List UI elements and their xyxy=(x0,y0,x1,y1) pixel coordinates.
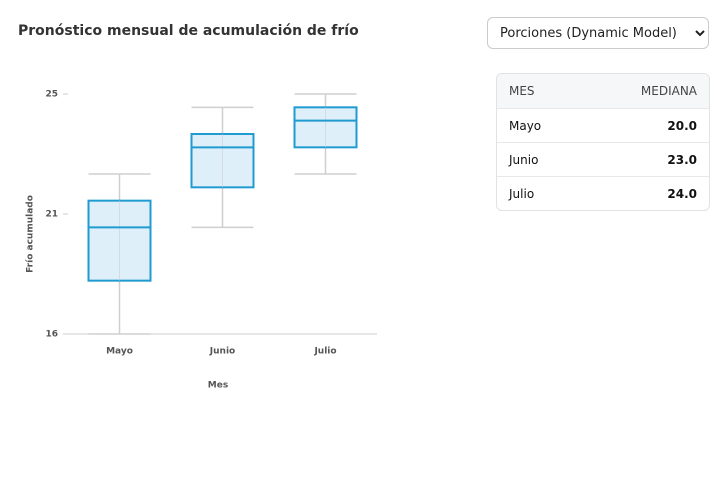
cell: 23.0 xyxy=(667,152,697,167)
page-title: Pronóstico mensual de acumulación de frí… xyxy=(18,23,359,39)
column-header: MES xyxy=(509,84,535,98)
y-axis-label: Frío acumulado xyxy=(26,195,36,273)
table-header: MES MEDIANA xyxy=(497,74,709,108)
cell: 24.0 xyxy=(667,186,697,201)
cell: Mayo xyxy=(509,118,542,133)
table-row: Julio 24.0 xyxy=(497,176,709,210)
table-row: Junio 23.0 xyxy=(497,142,709,176)
median-table: MES MEDIANA Mayo 20.0 Junio 23.0 Julio 24.0 xyxy=(496,73,710,211)
cell: Julio xyxy=(509,186,535,201)
x-axis-label: Mes xyxy=(208,381,228,391)
x-tick-label: Mayo xyxy=(106,347,133,357)
table-row: Mayo 20.0 xyxy=(497,108,709,142)
model-select[interactable]: Porciones (Dynamic Model) xyxy=(487,17,709,49)
x-tick-label: Junio xyxy=(209,347,235,357)
x-tick-label: Julio xyxy=(313,347,336,357)
column-header: MEDIANA xyxy=(640,84,697,98)
y-tick-label: 16 xyxy=(45,330,58,340)
y-tick-label: 21 xyxy=(45,210,58,220)
cell: Junio xyxy=(509,152,539,167)
cell: 20.0 xyxy=(667,118,697,133)
chart: Frío acumulado Mes 16 21 25 Mayo Junio Julio xyxy=(26,90,377,391)
y-tick-label: 25 xyxy=(45,90,58,100)
